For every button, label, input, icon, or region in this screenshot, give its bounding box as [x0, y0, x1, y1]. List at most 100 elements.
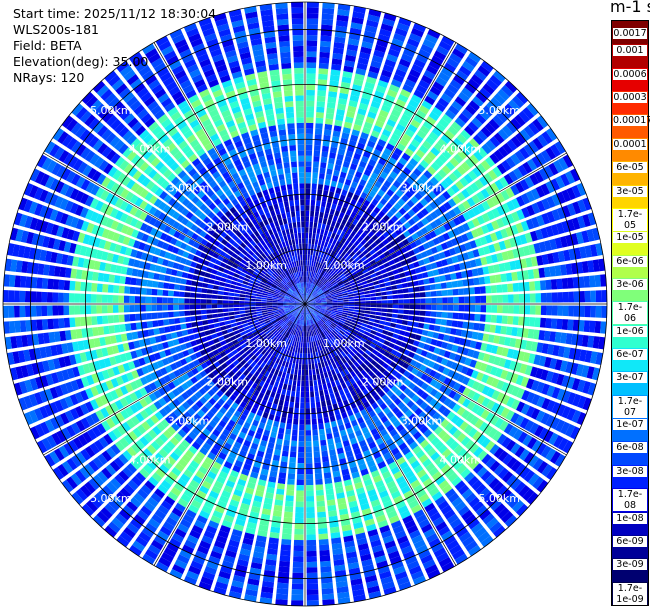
beta-gate — [380, 287, 387, 292]
beta-gate — [332, 238, 338, 246]
beta-gate — [305, 216, 310, 222]
beta-gate — [369, 259, 377, 266]
beta-gate — [392, 304, 399, 309]
beta-gate — [438, 204, 448, 214]
beta-gate — [353, 226, 360, 233]
beta-gate — [124, 314, 131, 322]
beta-gate — [305, 380, 309, 387]
beta-gate — [413, 316, 420, 322]
beta-gate — [386, 189, 395, 197]
beta-gate — [486, 78, 499, 91]
beta-gate — [501, 159, 512, 172]
beta-gate — [369, 249, 376, 256]
beta-gate — [323, 279, 329, 285]
beta-gate — [424, 33, 438, 44]
beta-gate — [368, 65, 380, 74]
beta-gate — [339, 273, 345, 278]
beta-gate — [538, 355, 547, 367]
beta-gate — [431, 304, 437, 311]
beta-gate — [341, 166, 349, 174]
beta-gate — [316, 495, 325, 502]
beta-gate — [300, 342, 303, 348]
beta-gate — [374, 180, 383, 189]
beta-gate — [494, 325, 502, 334]
beta-gate — [413, 286, 420, 292]
beta-gate — [272, 302, 278, 304]
beta-gate — [486, 198, 496, 209]
beta-gate — [335, 326, 341, 332]
beta-gate — [363, 259, 370, 265]
beta-gate — [462, 279, 469, 287]
beta-gate — [469, 296, 476, 303]
beta-gate — [565, 333, 573, 345]
beta-gate — [306, 293, 310, 299]
beta-gate — [347, 235, 354, 242]
beta-gate — [517, 164, 528, 177]
beta-gate — [173, 311, 180, 317]
beta-gate — [348, 311, 354, 314]
beta-gate — [470, 415, 480, 426]
beta-gate — [305, 293, 307, 299]
beta-gate — [460, 233, 469, 243]
beta-gate — [307, 353, 311, 359]
beta-gate — [339, 330, 345, 335]
beta-gate — [359, 51, 371, 60]
beta-gate — [315, 401, 321, 408]
beta-gate — [479, 286, 486, 294]
beta-gate — [327, 261, 332, 268]
beta-gate — [441, 35, 455, 47]
beta-gate — [399, 216, 407, 224]
beta-gate — [355, 279, 362, 285]
beta-gate — [315, 489, 324, 496]
beta-gate — [433, 347, 441, 355]
beta-gate — [344, 281, 351, 286]
beta-gate — [517, 431, 528, 444]
beta-gate — [451, 100, 463, 112]
beta-gate — [434, 218, 443, 227]
beta-gate — [430, 146, 441, 157]
beta-gate — [414, 310, 421, 316]
beta-gate — [427, 331, 434, 338]
beta-gate — [444, 327, 452, 334]
beta-gate — [357, 236, 364, 243]
beta-gate — [367, 14, 380, 23]
beta-gate — [489, 136, 501, 148]
beta-gate — [389, 43, 402, 53]
beta-gate — [107, 315, 114, 324]
beta-gate — [376, 39, 389, 48]
beta-gate — [386, 53, 398, 63]
beta-gate — [404, 331, 411, 338]
beta-gate — [446, 83, 459, 95]
beta-gate — [546, 211, 556, 223]
beta-gate — [233, 307, 240, 312]
beta-gate — [478, 109, 491, 121]
beta-gate — [321, 400, 327, 407]
beta-gate — [375, 311, 382, 316]
beta-gate — [428, 60, 441, 71]
beta-gate — [366, 163, 374, 172]
beta-gate — [430, 262, 438, 270]
beta-gate — [320, 307, 327, 310]
beta-gate — [480, 188, 490, 199]
beta-gate — [360, 132, 369, 140]
beta-gate — [289, 373, 294, 380]
beta-gate — [302, 353, 305, 359]
beta-gate — [335, 288, 341, 293]
beta-gate — [568, 347, 576, 360]
beta-gate — [306, 18, 319, 25]
beta-gate — [344, 116, 354, 124]
beta-gate — [402, 48, 416, 58]
beta-gate — [300, 391, 305, 398]
beta-gate — [399, 375, 407, 383]
beta-gate — [365, 327, 372, 333]
beta-gate — [445, 240, 454, 249]
beta-gate — [346, 317, 352, 322]
beta-gate — [92, 327, 99, 337]
beta-gate — [319, 211, 324, 218]
beta-gate — [451, 320, 458, 328]
beta-gate — [452, 168, 463, 179]
beta-gate — [317, 239, 322, 246]
beta-gate — [461, 145, 472, 157]
beta-gate — [410, 255, 418, 263]
beta-gate — [118, 295, 124, 303]
